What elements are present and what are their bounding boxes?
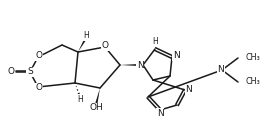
Text: S: S: [27, 67, 33, 76]
Text: N: N: [218, 66, 224, 74]
Text: N: N: [173, 52, 179, 60]
Text: O: O: [36, 52, 42, 60]
Text: O: O: [36, 83, 42, 93]
Text: O: O: [8, 67, 14, 76]
Polygon shape: [95, 88, 100, 105]
Text: N: N: [137, 61, 143, 71]
Text: H: H: [83, 32, 89, 40]
Text: H: H: [77, 94, 83, 103]
Text: N: N: [157, 108, 163, 117]
Polygon shape: [120, 64, 143, 66]
Text: N: N: [186, 86, 192, 94]
Text: H: H: [152, 38, 158, 46]
Text: OH: OH: [89, 103, 103, 113]
Text: O: O: [101, 41, 109, 51]
Text: CH₃: CH₃: [245, 78, 260, 87]
Polygon shape: [78, 37, 87, 52]
Text: CH₃: CH₃: [245, 53, 260, 62]
